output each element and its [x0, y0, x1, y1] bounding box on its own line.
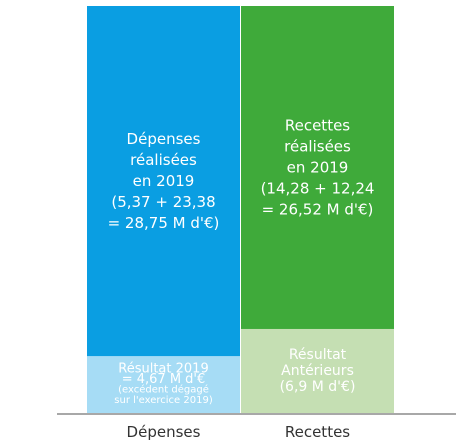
- segment-label: sur l'exercice 2019): [114, 395, 213, 406]
- segment-label: en 2019: [287, 158, 349, 176]
- segment-label: = 28,75 M d'€): [108, 214, 220, 232]
- segment-label: en 2019: [133, 172, 195, 190]
- segment-label: Dépenses: [127, 130, 201, 148]
- segment-label: Antérieurs: [281, 363, 354, 379]
- segment-label: Résultat 2019: [118, 361, 208, 376]
- segment-label: réalisées: [130, 151, 197, 169]
- segment-label: réalisées: [284, 137, 351, 155]
- segment-label: Résultat: [289, 347, 347, 363]
- segment-label: = 4,67 M d'€: [122, 372, 206, 387]
- segment-label: (excédent dégagé: [118, 383, 209, 395]
- bar-complement-recettes: [241, 328, 394, 413]
- segment-label: Recettes: [285, 116, 350, 134]
- segment-label: (6,9 M d'€): [280, 379, 356, 395]
- bar-main-depenses: [87, 6, 240, 357]
- segment-label: (5,37 + 23,38: [111, 193, 215, 211]
- segment-label: (14,28 + 12,24: [261, 179, 375, 197]
- category-label: Recettes: [285, 423, 350, 441]
- bar-main-recettes: [241, 6, 394, 329]
- bar-complement-depenses: [87, 356, 240, 413]
- category-label: Dépenses: [127, 423, 201, 441]
- segment-label: = 26,52 M d'€): [262, 200, 374, 218]
